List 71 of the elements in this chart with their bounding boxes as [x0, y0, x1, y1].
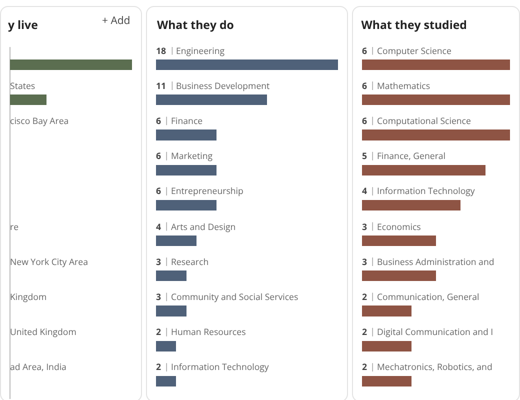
data-label: 11	[156, 80, 166, 92]
category-label: Mathematics	[377, 80, 430, 92]
chart-title: y live	[8, 18, 38, 33]
bar	[156, 306, 186, 316]
category-label: cisco Bay Area	[10, 115, 69, 127]
data-label: 4	[156, 221, 162, 233]
category-label: Research	[171, 256, 209, 268]
data-label: 2	[362, 361, 368, 373]
bar	[362, 306, 412, 316]
bar	[362, 376, 412, 387]
data-label: 4	[362, 185, 368, 197]
data-label: 3	[362, 221, 368, 233]
data-label: 6	[362, 80, 368, 92]
bar	[362, 235, 436, 246]
data-label: 5	[362, 150, 368, 162]
data-label: 2	[156, 361, 162, 373]
data-label: 2	[362, 291, 368, 303]
category-label: Entrepreneurship	[171, 185, 244, 197]
category-label: Business Development	[176, 80, 270, 92]
bar	[156, 340, 176, 352]
data-label: 6	[362, 115, 368, 127]
category-label: Digital Communication and I	[377, 326, 494, 338]
bar	[362, 130, 510, 140]
data-label: 2	[362, 326, 368, 338]
data-label: 6	[362, 45, 368, 57]
data-label: 6	[156, 185, 162, 197]
category-label: Economics	[377, 221, 421, 233]
category-label: Arts and Design	[171, 221, 236, 233]
category-label: Communication, General	[377, 291, 480, 303]
bar	[362, 164, 486, 176]
bar	[156, 94, 268, 106]
category-label: Human Resources	[171, 326, 246, 338]
bar	[362, 94, 510, 106]
bar	[156, 59, 338, 70]
category-label: Community and Social Services	[171, 291, 298, 303]
category-label: ad Area, India	[10, 361, 66, 373]
data-label: 3	[156, 291, 162, 303]
bar	[156, 235, 196, 246]
category-label: Finance, General	[377, 150, 446, 162]
category-label: Finance	[171, 115, 203, 127]
chart-title: What they studied	[361, 18, 467, 33]
bar	[156, 164, 217, 176]
category-label: Kingdom	[10, 291, 47, 303]
category-label: Business Administration and	[377, 256, 494, 268]
bar	[156, 376, 176, 387]
bar	[156, 130, 217, 140]
category-label: Mechatronics, Robotics, and	[377, 361, 492, 373]
bar	[156, 200, 217, 211]
chart-title: What they do	[157, 18, 234, 33]
category-label: Computational Science	[377, 115, 471, 127]
category-label: Computer Science	[377, 45, 452, 57]
text: + Add	[102, 14, 130, 28]
bar	[362, 340, 412, 352]
category-label: States	[10, 80, 36, 92]
bar	[362, 200, 461, 211]
data-label: 18	[156, 45, 166, 57]
category-label: re	[10, 221, 19, 233]
bar	[362, 59, 510, 70]
data-label: 3	[362, 256, 368, 268]
data-label: 6	[156, 150, 162, 162]
category-label: Information Technology	[377, 185, 475, 197]
category-label: Information Technology	[171, 361, 269, 373]
category-label: Marketing	[171, 150, 212, 162]
data-label: 6	[156, 115, 162, 127]
category-label: United Kingdom	[10, 326, 76, 338]
data-label: 2	[156, 326, 162, 338]
bar	[362, 270, 436, 282]
bar	[156, 270, 186, 282]
data-label: 3	[156, 256, 162, 268]
category-label: Engineering	[176, 45, 225, 57]
category-label: New York City Area	[10, 256, 88, 268]
